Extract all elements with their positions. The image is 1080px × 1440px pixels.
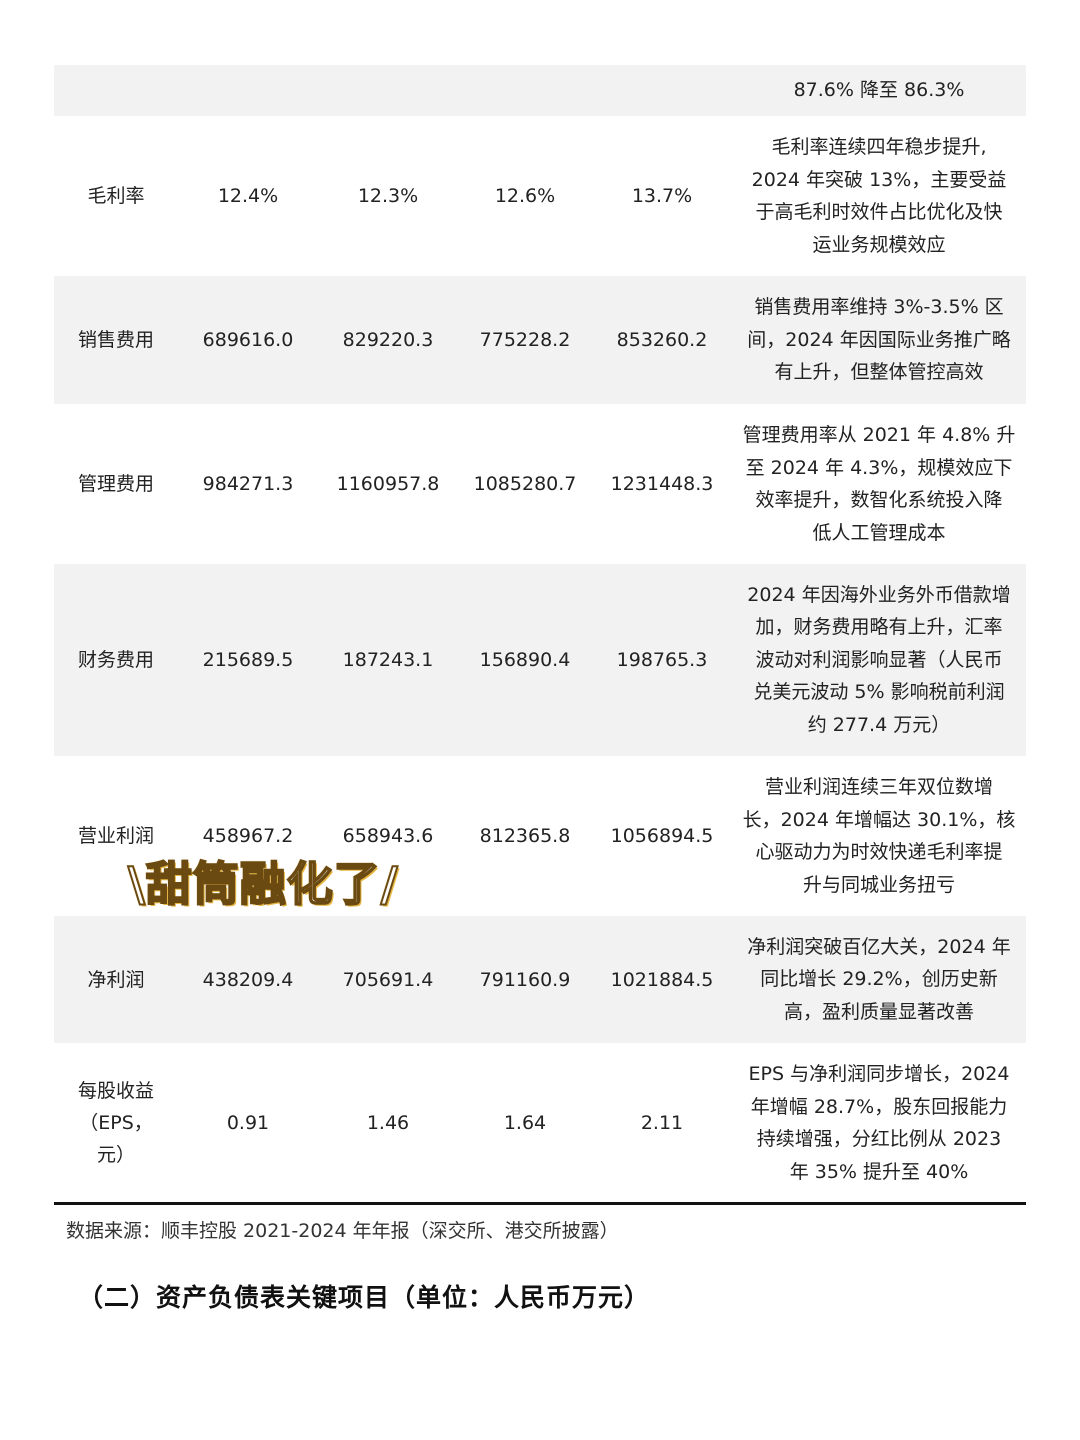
value-cell-4: 853260.2 [616, 329, 708, 351]
comment-line: 心驱动力为时效快递毛利率提 [755, 841, 1003, 863]
value-cell-4: 13.7% [631, 185, 693, 207]
value-cell-2: 1.46 [366, 1112, 410, 1134]
table-bottom-rule [54, 1202, 1026, 1205]
row-label: 销售费用 [77, 329, 154, 351]
value-cell-1: 438209.4 [202, 968, 294, 991]
table-row: 87.6% 降至 86.3% [54, 65, 1026, 116]
value-cell-1: 689616.0 [202, 329, 294, 351]
value-cell-4: 1021884.5 [610, 968, 714, 991]
source-note: 数据来源：顺丰控股 2021-2024 年年报（深交所、港交所披露） [66, 1220, 619, 1242]
comment-line: 毛利率连续四年稳步提升, [771, 136, 987, 158]
value-cell-3: 1085280.7 [473, 473, 577, 495]
comment-cell: 毛利率连续四年稳步提升, 2024 年突破 13%，主要受益 于高毛利时效件占比优化… [732, 131, 1026, 261]
comment-line: 销售费用率维持 3%-3.5% 区 [754, 296, 1004, 319]
value-cell-2: 187243.1 [342, 649, 434, 671]
comment-cell: 净利润突破百亿大关，2024 年同比增长 29.2%，创历史新 高，盈利质量显著改… [732, 931, 1026, 1029]
value-cell-1: 984271.3 [202, 473, 294, 495]
comment-line: 净利润突破百亿大关，2024 年 [747, 935, 1011, 958]
comment-cell: 销售费用率维持 3%-3.5% 区间，2024 年因国际业务推广略 有上升，但整体… [732, 291, 1026, 389]
value-cell-2: 705691.4 [342, 968, 434, 991]
comment-line: EPS 与净利润同步增长，2024 [748, 1063, 1010, 1085]
row-label-line: 每股收益 [77, 1080, 154, 1102]
comment-line: 加，财务费用略有上升，汇率 [755, 616, 1003, 639]
value-cell-1: 215689.5 [202, 649, 294, 671]
comment-cell: EPS 与净利润同步增长，2024 年增幅 28.7%，股东回报能力 持续增强，分红… [732, 1058, 1026, 1188]
comment-line: 有上升，但整体管控高效 [774, 361, 984, 384]
value-cell-4: 2.11 [640, 1112, 684, 1134]
comment-cell: 营业利润连续三年双位数增长，2024 年增幅达 30.1%，核 心驱动力为时效快递… [732, 771, 1026, 901]
table-row: 管理费用 984271.3 1160957.8 1085280.7 1231448.3 管… [54, 404, 1026, 564]
comment-cell: 管理费用率从 2021 年 4.8% 升至 2024 年 4.3%，规模效应下效… [732, 419, 1026, 549]
value-cell-2: 12.3% [357, 185, 419, 207]
comment-cell: 2024 年因海外业务外币借款增 加，财务费用略有上升，汇率 波动对利润影响显著（人… [732, 579, 1026, 742]
comment-line: 至 2024 年 4.3%，规模效应下 [745, 456, 1013, 479]
comment-line: 运业务规模效应 [812, 233, 946, 256]
comment-line: 2024 年突破 13%，主要受益 [751, 168, 1007, 191]
comment-line: 87.6% 降至 86.3% [793, 79, 965, 102]
value-cell-3: 775228.2 [479, 329, 571, 351]
comment-line: 同比增长 29.2%，创历史新 [760, 968, 998, 991]
row-label: 毛利率 [87, 185, 145, 207]
table-row: 营业利润 458967.2 658943.6 812365.8 1056894.5 营业利… [54, 756, 1026, 916]
comment-line: 间，2024 年因国际业务推广略 [747, 328, 1011, 351]
value-cell-4: 198765.3 [616, 649, 708, 671]
row-label-line: 元） [96, 1144, 135, 1166]
value-cell-2: 658943.6 [342, 825, 434, 847]
value-cell-4: 1231448.3 [610, 473, 714, 495]
comment-line: 年增幅 28.7%，股东回报能力 [750, 1095, 1008, 1118]
row-label: 财务费用 [77, 649, 154, 671]
value-cell-1: 458967.2 [202, 825, 294, 847]
watermark: \甜筒融化了/ [127, 856, 399, 912]
comment-line: 兑美元波动 5% 影响税前利润 [753, 681, 1005, 704]
table-row: 销售费用 689616.0 829220.3 775228.2 853260.2 销售费用… [54, 276, 1026, 404]
comment-line: 于高毛利时效件占比优化及快 [755, 201, 1003, 223]
comment-line: 效率提升，数智化系统投入降 [755, 489, 1003, 511]
comment-line: 管理费用率从 2021 年 4.8% 升 [742, 424, 1016, 446]
comment-line: 长，2024 年增幅达 30.1%，核 [742, 808, 1016, 831]
value-cell-3: 791160.9 [479, 968, 571, 991]
table-row: 每股收益 （EPS， 元） 0.91 1.46 1.64 2.11 EPS 与净利润同步增长，… [54, 1043, 1026, 1203]
comment-cell: 87.6% 降至 86.3% [732, 74, 1026, 107]
row-label: 营业利润 [77, 825, 154, 847]
table-row: 财务费用 215689.5 187243.1 156890.4 198765.3 2024… [54, 564, 1026, 756]
comment-line: 波动对利润影响显著（人民币 [755, 648, 1003, 671]
value-cell-1: 12.4% [217, 185, 279, 207]
value-cell-4: 1056894.5 [610, 825, 714, 847]
comment-line: 高，盈利质量显著改善 [783, 1000, 974, 1023]
table-row: 净利润 438209.4 705691.4 791160.9 1021884.5 净利润突… [54, 916, 1026, 1043]
comment-line: 营业利润连续三年双位数增 [764, 776, 993, 798]
value-cell-2: 829220.3 [342, 329, 434, 351]
comment-line: 低人工管理成本 [812, 521, 946, 544]
value-cell-3: 156890.4 [479, 649, 571, 671]
value-cell-3: 1.64 [503, 1112, 547, 1134]
value-cell-1: 0.91 [226, 1112, 270, 1134]
row-label-line: （EPS， [79, 1112, 153, 1134]
row-label: 净利润 [87, 968, 145, 991]
comment-line: 2024 年因海外业务外币借款增 [747, 583, 1011, 606]
value-cell-3: 812365.8 [479, 825, 571, 847]
income-statement-table: 87.6% 降至 86.3% 毛利率 12.4% 12.3% 12.6% 13.7% 毛利率… [54, 65, 1026, 1203]
comment-line: 年 35% 提升至 40% [789, 1160, 969, 1183]
section-title: （二）资产负债表关键项目（单位：人民币万元） [78, 1283, 651, 1312]
row-label: 每股收益 （EPS， 元） [54, 1075, 178, 1171]
value-cell-2: 1160957.8 [336, 473, 440, 495]
comment-line: 约 277.4 万元） [807, 713, 951, 736]
row-label: 管理费用 [77, 473, 154, 495]
value-cell-3: 12.6% [494, 185, 556, 207]
comment-line: 升与同城业务扭亏 [802, 873, 955, 896]
comment-line: 持续增强，分红比例从 2023 [756, 1128, 1002, 1150]
table-row: 毛利率 12.4% 12.3% 12.6% 13.7% 毛利率连续四年稳步提升, 2024 … [54, 116, 1026, 276]
